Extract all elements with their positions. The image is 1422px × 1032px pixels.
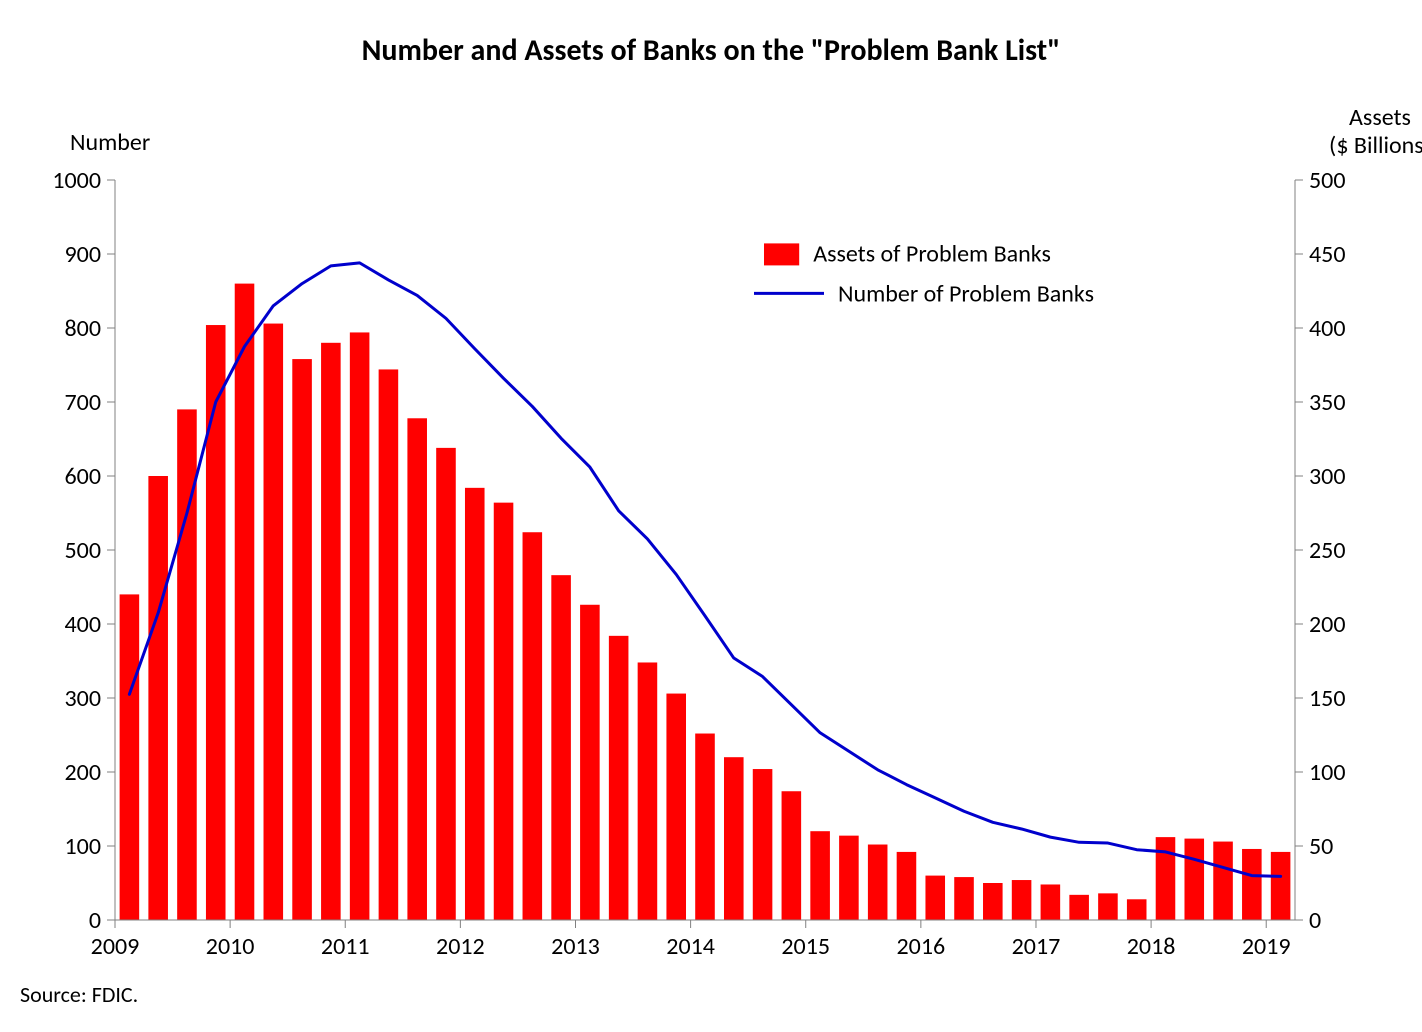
bar — [551, 575, 571, 920]
y-right-tick-label: 250 — [1309, 536, 1346, 565]
bar — [925, 876, 945, 920]
x-tick-label: 2014 — [666, 932, 715, 961]
problem-bank-chart: Number and Assets of Banks on the "Probl… — [0, 0, 1422, 1032]
y-right-tick-label: 350 — [1309, 388, 1346, 417]
y-right-tick-label: 100 — [1309, 758, 1346, 787]
legend-swatch-bars — [764, 243, 799, 265]
bar — [1213, 842, 1233, 920]
bar — [1098, 893, 1118, 920]
bar — [580, 605, 600, 920]
y-right-tick-label: 450 — [1309, 240, 1346, 269]
bar — [235, 284, 255, 920]
bar — [1012, 880, 1032, 920]
bar — [1127, 899, 1147, 920]
bar — [465, 488, 485, 920]
bar — [148, 476, 168, 920]
bar — [1271, 852, 1291, 920]
y-left-tick-label: 900 — [65, 240, 102, 269]
bar — [1041, 884, 1061, 920]
bar — [753, 769, 773, 920]
y-left-tick-label: 100 — [65, 832, 102, 861]
y-right-tick-label: 0 — [1309, 906, 1321, 935]
bar — [407, 418, 427, 920]
x-tick-label: 2018 — [1127, 932, 1176, 961]
x-tick-label: 2017 — [1012, 932, 1061, 961]
y-right-tick-label: 500 — [1309, 166, 1346, 195]
legend-label-bars: Assets of Problem Banks — [813, 239, 1051, 268]
y-left-tick-label: 500 — [65, 536, 102, 565]
x-tick-label: 2019 — [1242, 932, 1291, 961]
x-tick-label: 2012 — [436, 932, 485, 961]
x-tick-label: 2015 — [781, 932, 830, 961]
x-tick-label: 2016 — [897, 932, 946, 961]
y-right-tick-label: 200 — [1309, 610, 1346, 639]
x-tick-label: 2013 — [551, 932, 600, 961]
bar — [523, 532, 543, 920]
bar — [264, 324, 284, 920]
y-left-tick-label: 800 — [65, 314, 102, 343]
x-tick-label: 2009 — [91, 932, 140, 961]
bar — [206, 325, 226, 920]
y-left-tick-label: 1000 — [52, 166, 101, 195]
legend-label-line: Number of Problem Banks — [838, 279, 1094, 308]
bar — [839, 836, 859, 920]
bar — [350, 332, 370, 920]
y-left-tick-label: 600 — [65, 462, 102, 491]
y-right-tick-label: 150 — [1309, 684, 1346, 713]
source-text: Source: FDIC. — [20, 981, 138, 1008]
y-right-tick-label: 300 — [1309, 462, 1346, 491]
bar — [638, 662, 658, 920]
bar — [1184, 839, 1204, 920]
bar — [897, 852, 917, 920]
x-tick-label: 2011 — [321, 932, 370, 961]
bar — [1069, 895, 1089, 920]
bar — [379, 369, 399, 920]
bar — [494, 503, 514, 920]
bar — [810, 831, 830, 920]
bar — [609, 636, 629, 920]
y-left-title: Number — [70, 128, 150, 157]
bar — [292, 359, 312, 920]
bar — [868, 845, 888, 920]
bar — [954, 877, 974, 920]
bar — [782, 791, 802, 920]
bar — [1156, 837, 1176, 920]
y-right-tick-label: 400 — [1309, 314, 1346, 343]
bar — [666, 694, 686, 920]
bar — [120, 594, 140, 920]
chart-title: Number and Assets of Banks on the "Probl… — [362, 32, 1061, 69]
bar — [321, 343, 341, 920]
chart-container: Number and Assets of Banks on the "Probl… — [0, 0, 1422, 1032]
y-right-tick-label: 50 — [1309, 832, 1333, 861]
y-left-tick-label: 300 — [65, 684, 102, 713]
bar — [983, 883, 1003, 920]
bar — [1242, 849, 1262, 920]
y-left-tick-label: 0 — [89, 906, 101, 935]
bar — [695, 734, 715, 920]
y-left-tick-label: 200 — [65, 758, 102, 787]
y-left-tick-label: 400 — [65, 610, 102, 639]
bar — [436, 448, 456, 920]
x-tick-label: 2010 — [206, 932, 255, 961]
y-left-tick-label: 700 — [65, 388, 102, 417]
bar — [724, 757, 744, 920]
